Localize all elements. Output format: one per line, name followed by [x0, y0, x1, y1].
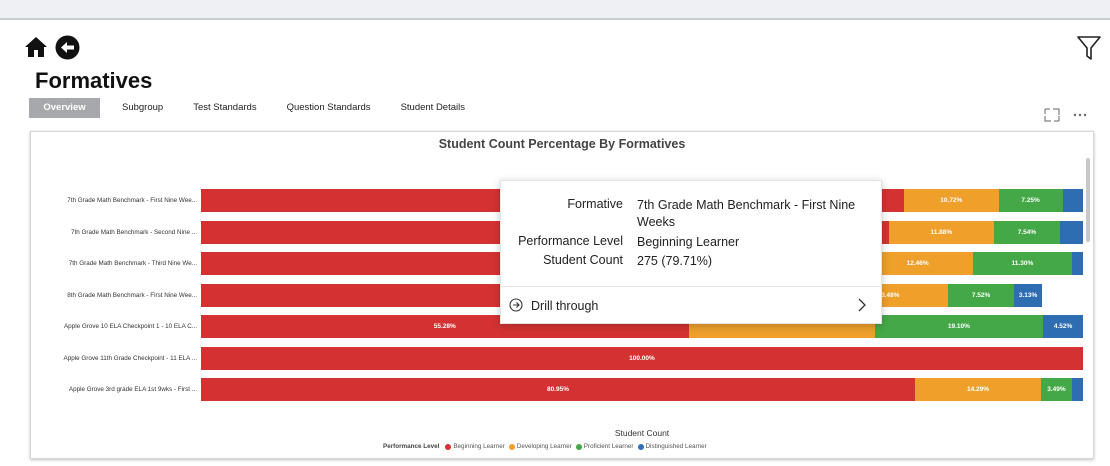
back-arrow-icon[interactable]	[55, 35, 80, 60]
tab-overview[interactable]: Overview	[29, 98, 100, 118]
data-label: 12.46%	[906, 260, 929, 267]
legend-label: Developing Learner	[516, 443, 572, 450]
legend-label: Beginning Learner	[453, 443, 505, 450]
category-label: 7th Grade Math Benchmark - Third Nine We…	[68, 260, 197, 267]
tooltip-value: Beginning Learner	[637, 235, 740, 249]
legend-swatch	[637, 443, 644, 450]
bar-segment[interactable]: 7.52%	[947, 283, 1015, 307]
category-label: Apple Grove 11th Grade Checkpoint - 11 E…	[63, 354, 197, 362]
filter-funnel-icon[interactable]	[1076, 34, 1102, 62]
bar-segment[interactable]: 14.29%	[914, 378, 1041, 401]
bar-segment[interactable]	[1060, 220, 1083, 244]
tooltip-value: 7th Grade Math Benchmark - First Nine We…	[637, 198, 856, 229]
category-label: 7th Grade Math Benchmark - Second Nine .…	[71, 228, 197, 236]
bar-segment[interactable]: 80.95%	[201, 378, 915, 401]
bar-segment[interactable]	[1062, 189, 1083, 212]
home-icon[interactable]	[24, 36, 48, 58]
legend-item[interactable]: Distinguished Learner	[637, 443, 707, 450]
tooltip-key: Performance Level	[518, 234, 623, 248]
data-tooltip: Formative 7th Grade Math Benchmark - Fir…	[500, 180, 882, 324]
data-label: 3.13%	[1018, 291, 1038, 299]
page-title: Formatives	[35, 68, 153, 93]
data-label: 100.00%	[629, 354, 655, 362]
chart-title: Student Count Percentage By Formatives	[438, 137, 686, 151]
data-label: 55.28%	[433, 323, 456, 330]
bar-segment[interactable]	[1072, 252, 1083, 275]
more-options-icon[interactable]	[1072, 108, 1088, 122]
bar-segment[interactable]: 7.54%	[993, 220, 1061, 244]
focus-mode-icon[interactable]	[1044, 108, 1060, 122]
bar-segment[interactable]: 11.30%	[972, 252, 1073, 275]
category-label: Apple Grove 10 ELA Checkpoint 1 - 10 ELA…	[63, 323, 197, 330]
legend-swatch	[575, 443, 582, 450]
tab-subgroup[interactable]: Subgroup	[122, 102, 164, 113]
data-label: 19.10%	[947, 323, 970, 330]
data-label: 7.25%	[1021, 197, 1040, 204]
bar-segment[interactable]: 11.88%	[888, 220, 994, 244]
data-label: 3.49%	[1047, 386, 1066, 393]
legend-swatch	[445, 443, 452, 450]
data-label: 7.52%	[971, 291, 991, 299]
tooltip-divider	[501, 286, 881, 287]
legend-item[interactable]: Developing Learner	[508, 443, 572, 450]
data-label: 14.29%	[966, 386, 989, 393]
category-label: Apple Grove 3rd grade ELA 1st 9wks - Fir…	[68, 386, 197, 393]
tab-student-details[interactable]: Student Details	[400, 102, 465, 113]
drill-through-icon	[509, 298, 523, 312]
data-label: 11.30%	[1011, 260, 1034, 267]
bar-segment[interactable]: 7.25%	[998, 189, 1063, 212]
legend-label: Distinguished Learner	[645, 443, 707, 450]
chart-scrollbar[interactable]	[1086, 158, 1090, 242]
legend-swatch	[508, 443, 515, 450]
visual-header-actions	[1044, 108, 1088, 122]
tab-test-standards[interactable]: Test Standards	[193, 102, 257, 113]
data-label: 80.95%	[546, 386, 569, 393]
legend-item[interactable]: Proficient Learner	[575, 443, 634, 450]
bar-segment[interactable]: 3.49%	[1041, 378, 1072, 401]
data-label: 7.54%	[1017, 228, 1037, 236]
drill-through-label: Drill through	[531, 299, 599, 313]
tooltip-value: 275 (79.71%)	[637, 254, 713, 268]
category-label: 8th Grade Math Benchmark - First Nine We…	[67, 291, 197, 299]
bar-segment[interactable]: 100.00%	[201, 346, 1083, 370]
legend-item[interactable]: Beginning Learner	[445, 443, 505, 450]
data-label: 13.48%	[877, 291, 900, 299]
tab-question-standards[interactable]: Question Standards	[286, 102, 371, 113]
chart-legend: Performance Level Beginning Learner Devel…	[383, 443, 711, 450]
bar-segment[interactable]: 4.52%	[1043, 315, 1083, 338]
bar-segment[interactable]: 10.72%	[904, 189, 999, 212]
bar-segment[interactable]: 19.10%	[874, 315, 1044, 338]
tooltip-key: Formative	[567, 197, 623, 211]
x-axis-title: Student Count	[614, 428, 670, 438]
drill-through-button[interactable]: Drill through	[501, 287, 881, 324]
tooltip-key: Student Count	[543, 253, 623, 267]
data-label: 11.88%	[930, 228, 953, 236]
data-label: 10.72%	[940, 197, 963, 204]
bar-segment[interactable]	[1071, 378, 1083, 401]
bar-segment[interactable]: 3.13%	[1014, 283, 1042, 307]
chevron-right-icon	[858, 298, 866, 312]
tab-bar: Overview Subgroup Test Standards Questio…	[29, 98, 483, 118]
bar-segment[interactable]: 12.46%	[862, 252, 973, 275]
legend-title: Performance Level	[383, 443, 440, 450]
category-label: 7th Grade Math Benchmark - First Nine We…	[67, 197, 197, 204]
legend-label: Proficient Learner	[583, 443, 634, 450]
data-label: 4.52%	[1053, 323, 1073, 330]
